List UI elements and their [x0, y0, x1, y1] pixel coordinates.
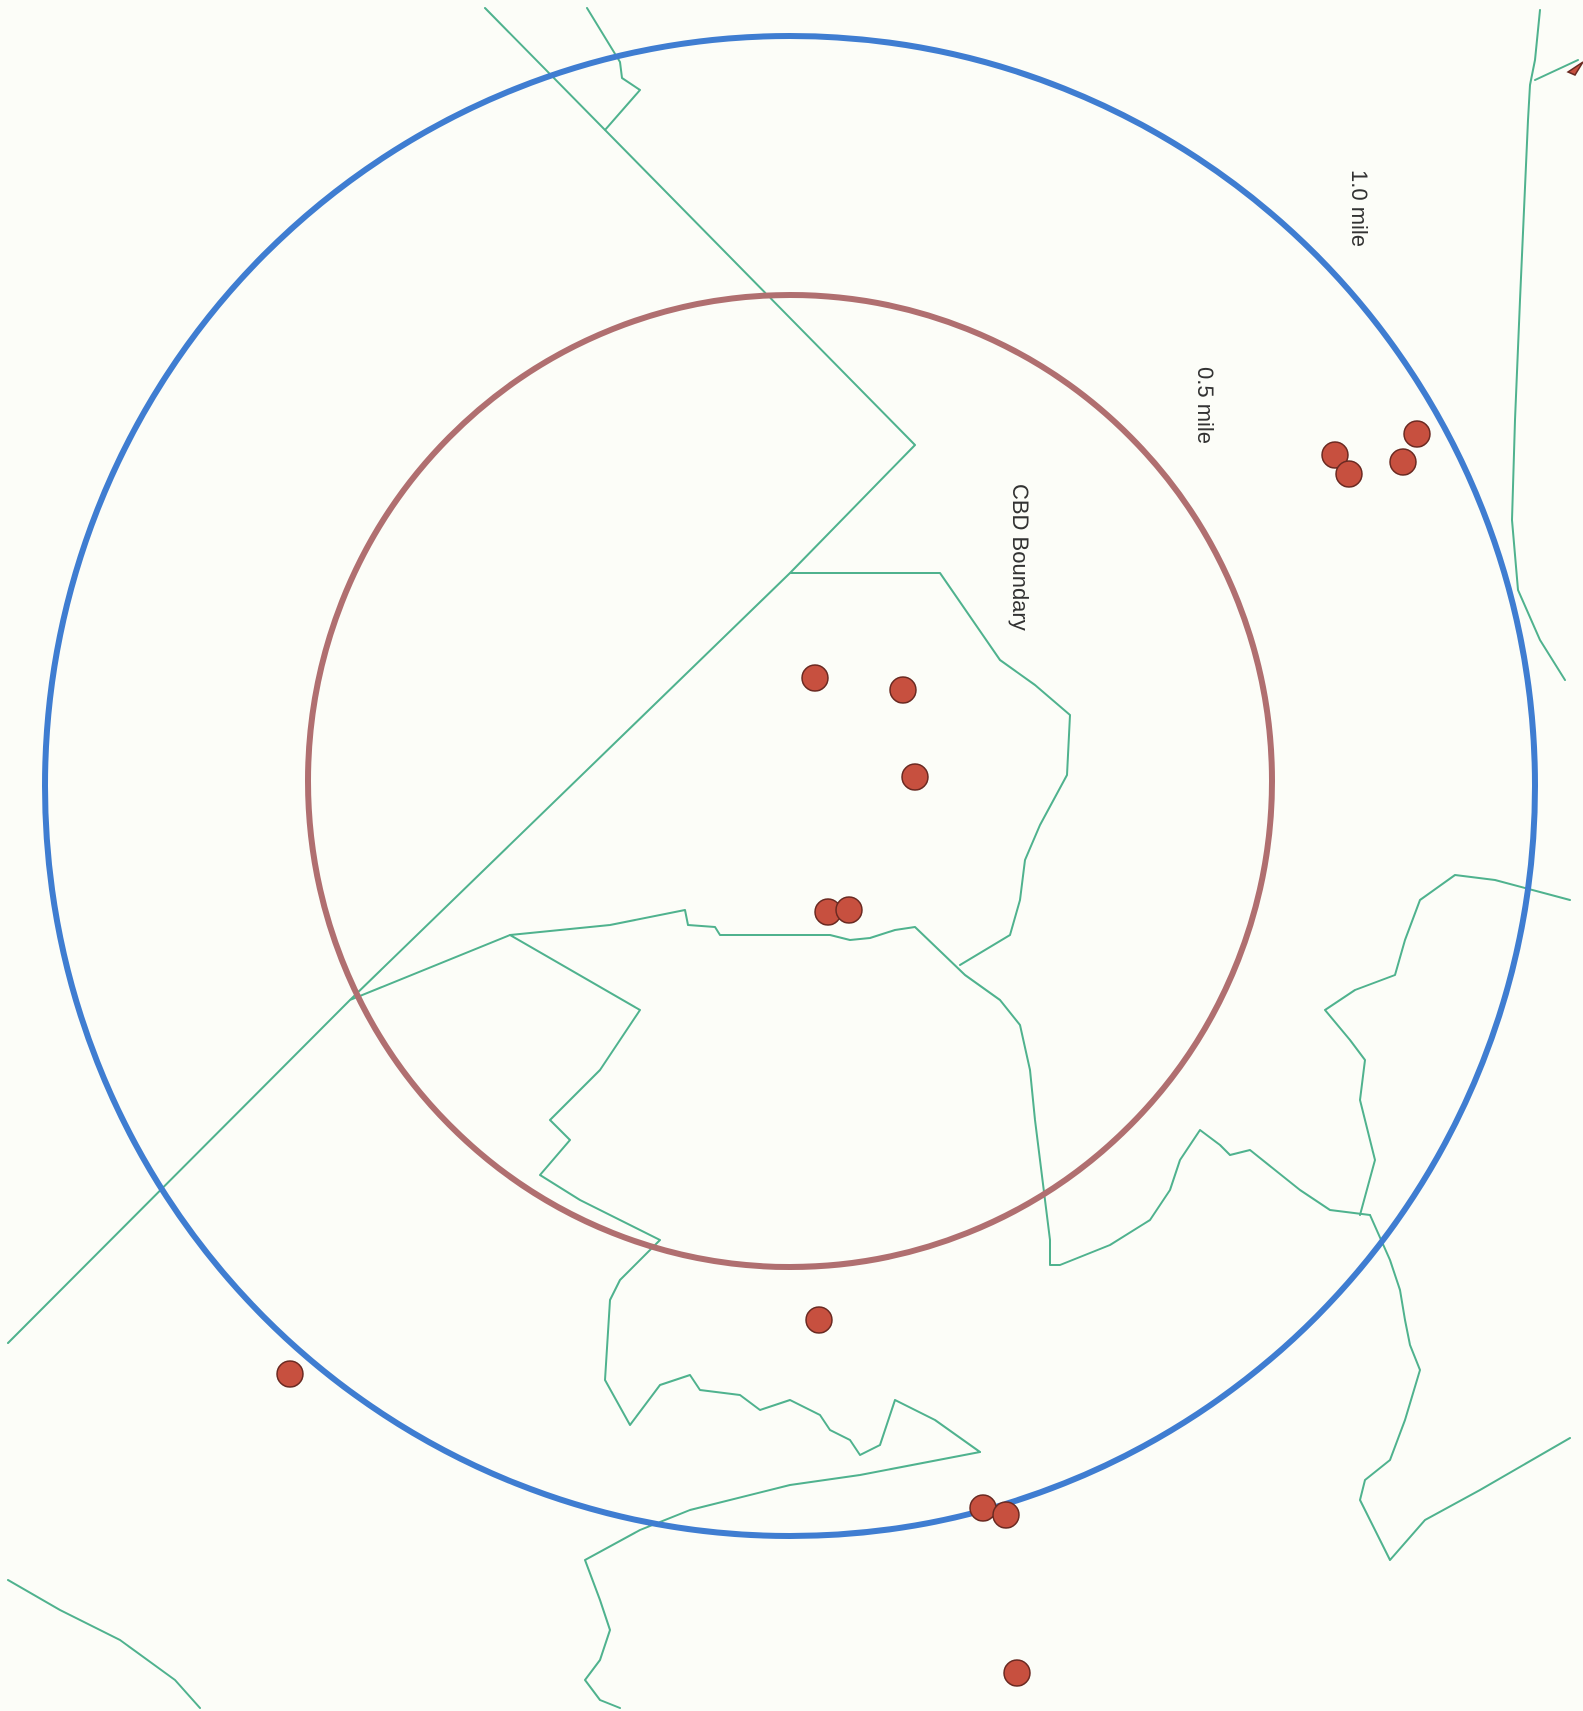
site-marker	[1566, 61, 1583, 76]
boundary-line-east-2	[1324, 874, 1571, 1216]
boundary-line-northeast	[1511, 9, 1566, 681]
site-marker	[276, 1360, 304, 1388]
site-marker	[1321, 441, 1349, 469]
cbd-boundary-line	[789, 572, 1071, 966]
boundary-line-lower-district	[349, 934, 981, 1456]
boundary-line-southwest	[7, 1579, 201, 1709]
outer-ring-1-0-mile	[42, 33, 1538, 1539]
inner-ring-label: 0.5 mile	[1193, 367, 1218, 445]
outer-ring-label: 1.0 mile	[1347, 170, 1372, 248]
site-marker	[801, 664, 829, 692]
site-marker	[992, 1501, 1020, 1529]
buffer-rings	[42, 33, 1538, 1539]
boundary-line-top-short	[586, 7, 641, 131]
site-marker	[805, 1306, 833, 1334]
site-marker	[1389, 448, 1417, 476]
boundary-lines	[7, 7, 1579, 1709]
site-marker	[1335, 460, 1363, 488]
site-marker	[835, 896, 863, 924]
inner-ring-0-5-mile	[305, 292, 1275, 1270]
boundary-line-east-1	[1359, 1214, 1571, 1561]
boundary-line-northeast-tick	[1534, 59, 1579, 81]
site-marker	[1003, 1659, 1031, 1687]
site-markers	[276, 61, 1583, 1687]
cbd-boundary-label: CBD Boundary	[1008, 484, 1033, 631]
site-marker	[969, 1494, 997, 1522]
site-marker	[901, 763, 929, 791]
site-marker	[889, 676, 917, 704]
boundary-line-south	[584, 1451, 981, 1709]
boundary-line-central-east	[509, 909, 1371, 1266]
site-marker	[1403, 420, 1431, 448]
